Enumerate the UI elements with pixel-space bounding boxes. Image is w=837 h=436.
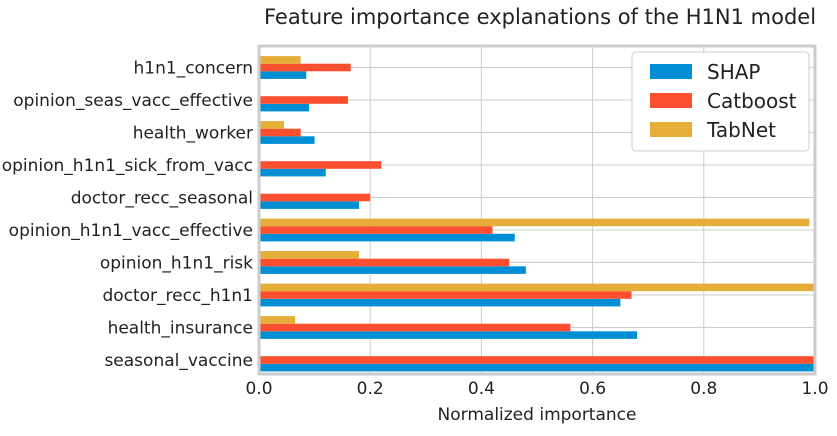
bar-tabnet-opinion_h1n1_risk	[259, 251, 360, 259]
bar-shap-seasonal_vaccine	[259, 363, 815, 372]
bar-shap-health_worker	[259, 136, 315, 144]
bar-shap-opinion_h1n1_sick_from_vacc	[259, 168, 326, 177]
chart-title: Feature importance explanations of the H…	[264, 5, 816, 29]
legend: SHAP Catboost TabNet	[631, 51, 810, 152]
bar-shap-health_insurance	[259, 331, 638, 339]
bar-tabnet-doctor_recc_h1n1	[259, 283, 815, 292]
bar-tabnet-health_insurance	[259, 316, 296, 324]
bar-shap-opinion_h1n1_risk	[259, 266, 526, 274]
bar-catboost-doctor_recc_seasonal	[259, 193, 371, 202]
bar-catboost-opinion_h1n1_sick_from_vacc	[259, 161, 382, 169]
y-tick-label: doctor_recc_h1n1	[102, 286, 253, 306]
bar-shap-doctor_recc_h1n1	[259, 298, 621, 307]
bar-catboost-opinion_h1n1_risk	[259, 258, 510, 267]
x-tick-label: 0.8	[690, 379, 717, 399]
bar-catboost-opinion_h1n1_vacc_effective	[259, 226, 493, 234]
y-tick-label: doctor_recc_seasonal	[71, 189, 253, 209]
legend-swatch	[650, 122, 692, 137]
bar-shap-h1n1_concern	[259, 71, 307, 79]
bar-catboost-doctor_recc_h1n1	[259, 291, 632, 299]
x-tick-labels: 0.0 0.2 0.4 0.6 0.8 1.0	[245, 379, 828, 399]
plot-frame	[257, 44, 817, 376]
y-tick-label: seasonal_vaccine	[104, 351, 253, 371]
bar-catboost-opinion_seas_vacc_effective	[259, 96, 348, 104]
bar-shap-opinion_h1n1_vacc_effective	[259, 233, 515, 242]
x-tick-label: 0.6	[579, 379, 606, 399]
x-tick-label: 0.2	[357, 379, 384, 399]
legend-swatch	[650, 93, 692, 108]
bar-tabnet-health_worker	[259, 121, 285, 129]
bar-shap-doctor_recc_seasonal	[259, 201, 360, 209]
bar-shap-opinion_seas_vacc_effective	[259, 103, 310, 112]
bar-tabnet-opinion_h1n1_vacc_effective	[259, 218, 810, 227]
bar-catboost-health_worker	[259, 128, 301, 137]
legend-label: TabNet	[706, 118, 776, 142]
y-tick-label: opinion_h1n1_vacc_effective	[9, 221, 253, 241]
bar-catboost-health_insurance	[259, 323, 571, 332]
x-tick-label: 0.0	[245, 379, 272, 399]
x-axis-label: Normalized importance	[438, 405, 637, 425]
bar-tabnet-h1n1_concern	[259, 56, 301, 64]
legend-label: Catboost	[707, 89, 797, 113]
bar-catboost-seasonal_vaccine	[259, 356, 815, 364]
legend-swatch	[650, 64, 692, 79]
x-tick-label: 1.0	[801, 379, 828, 399]
y-tick-label: opinion_seas_vacc_effective	[13, 91, 253, 111]
y-tick-label: h1n1_concern	[134, 59, 253, 79]
y-tick-label: opinion_h1n1_sick_from_vacc	[2, 156, 253, 176]
x-tick-label: 0.4	[468, 379, 495, 399]
legend-label: SHAP	[707, 60, 760, 84]
y-tick-labels: seasonal_vaccine health_insurance doctor_r…	[2, 59, 253, 372]
y-tick-label: health_insurance	[108, 319, 253, 339]
y-tick-label: opinion_h1n1_risk	[100, 254, 253, 274]
bars	[259, 56, 815, 372]
y-tick-label: health_worker	[133, 124, 253, 144]
bar-catboost-h1n1_concern	[259, 63, 351, 72]
